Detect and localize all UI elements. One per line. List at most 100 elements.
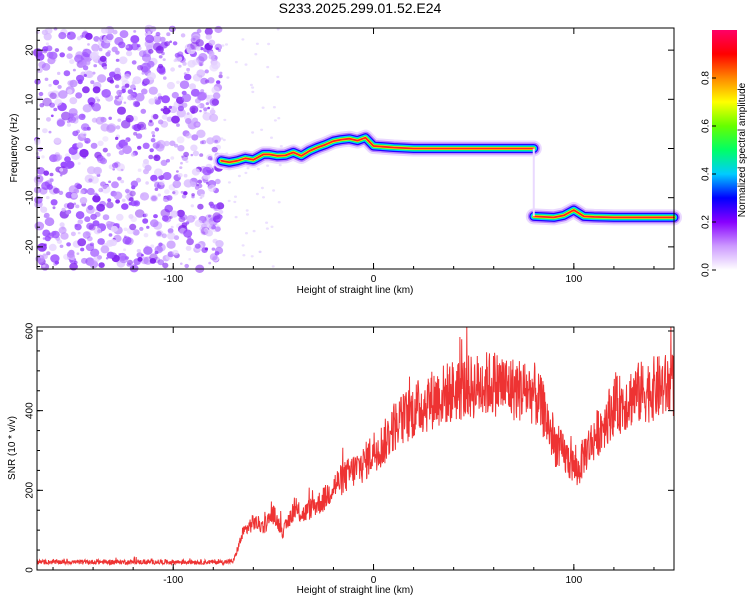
noise-blob — [36, 167, 45, 175]
noise-blob — [219, 71, 223, 75]
noise-blob — [198, 61, 204, 67]
snr-x-axis-label: Height of straight line (km) — [297, 585, 414, 596]
noise-blob — [198, 53, 208, 62]
noise-blob — [155, 31, 161, 37]
noise-blob — [154, 168, 163, 177]
noise-blob — [186, 215, 195, 223]
noise-blob — [66, 251, 75, 258]
noise-blob — [34, 138, 41, 144]
noise-blob — [34, 78, 41, 85]
y-tick-label: -10 — [25, 190, 36, 205]
noise-blob — [81, 257, 88, 264]
noise-blob — [101, 89, 108, 96]
noise-blob — [206, 137, 215, 145]
colorbar-tick-label: 0.0 — [701, 263, 712, 277]
noise-blob — [82, 86, 90, 94]
noise-blob — [168, 105, 172, 109]
noise-blob — [106, 76, 114, 83]
noise-blob — [82, 104, 93, 113]
noise-blob — [156, 231, 162, 237]
noise-blob — [162, 172, 172, 180]
noise-blob — [152, 134, 156, 138]
noise-blob — [246, 166, 250, 170]
noise-blob — [215, 47, 219, 50]
noise-blob — [203, 107, 208, 112]
noise-blob — [117, 176, 122, 181]
noise-blob — [207, 77, 215, 84]
noise-blob — [105, 221, 113, 228]
colorbar-tick-label: 0.8 — [701, 71, 712, 85]
noise-blob — [151, 195, 157, 201]
noise-blob — [65, 191, 73, 199]
noise-blob — [261, 106, 265, 109]
noise-blob — [78, 113, 86, 121]
noise-blob — [75, 204, 80, 209]
noise-blob — [67, 89, 73, 95]
noise-blob — [161, 215, 169, 222]
noise-blob — [201, 139, 207, 145]
noise-blob — [159, 36, 166, 43]
noise-blob — [75, 116, 80, 120]
noise-blob — [276, 75, 280, 79]
noise-blob — [92, 86, 101, 94]
noise-blob — [49, 92, 57, 100]
noise-blob — [150, 244, 155, 248]
noise-blob — [42, 229, 51, 237]
noise-blob — [197, 203, 204, 210]
noise-blob — [271, 265, 275, 268]
noise-blob — [204, 69, 209, 74]
noise-blob — [110, 225, 118, 233]
noise-blob — [199, 140, 204, 145]
ridge-band-1 — [532, 209, 675, 219]
noise-blob — [133, 87, 136, 91]
noise-blob — [59, 244, 64, 248]
noise-blob — [194, 185, 200, 190]
noise-blob — [143, 213, 148, 218]
noise-blob — [97, 238, 105, 245]
noise-blob — [53, 107, 58, 112]
noise-blob — [262, 196, 265, 199]
noise-blob — [113, 191, 123, 200]
noise-blob — [234, 195, 237, 198]
noise-blob — [97, 229, 101, 234]
noise-blob — [130, 152, 136, 157]
noise-blob — [155, 46, 164, 54]
noise-blob — [211, 86, 220, 94]
colorbar-gradient — [712, 30, 737, 270]
noise-blob — [185, 118, 192, 124]
noise-blob — [97, 255, 102, 260]
noise-blob — [123, 248, 127, 251]
noise-blob — [77, 231, 81, 235]
noise-blob — [134, 209, 145, 218]
noise-blob — [237, 174, 241, 178]
noise-blob — [176, 80, 180, 85]
noise-blob — [211, 135, 221, 144]
noise-blob — [179, 80, 190, 89]
noise-blob — [37, 147, 43, 152]
noise-blob — [124, 73, 131, 79]
noise-blob — [150, 219, 159, 228]
noise-blob — [252, 229, 256, 233]
noise-blob — [37, 96, 43, 101]
noise-blob — [152, 34, 162, 43]
noise-blob — [172, 249, 179, 256]
noise-blob — [220, 137, 224, 140]
noise-blob — [115, 125, 121, 130]
noise-blob — [197, 91, 207, 101]
noise-blob — [149, 148, 154, 153]
noise-blob — [246, 213, 249, 216]
noise-blob — [47, 91, 54, 97]
noise-blob — [272, 189, 276, 192]
noise-blob — [266, 164, 270, 167]
noise-blob — [99, 55, 107, 63]
noise-blob — [74, 182, 81, 189]
noise-blob — [149, 119, 153, 123]
noise-blob — [122, 236, 132, 245]
noise-blob — [45, 42, 50, 46]
noise-blob — [172, 191, 176, 195]
noise-blob — [42, 97, 52, 107]
noise-blob — [185, 160, 189, 164]
noise-blob — [143, 246, 153, 255]
